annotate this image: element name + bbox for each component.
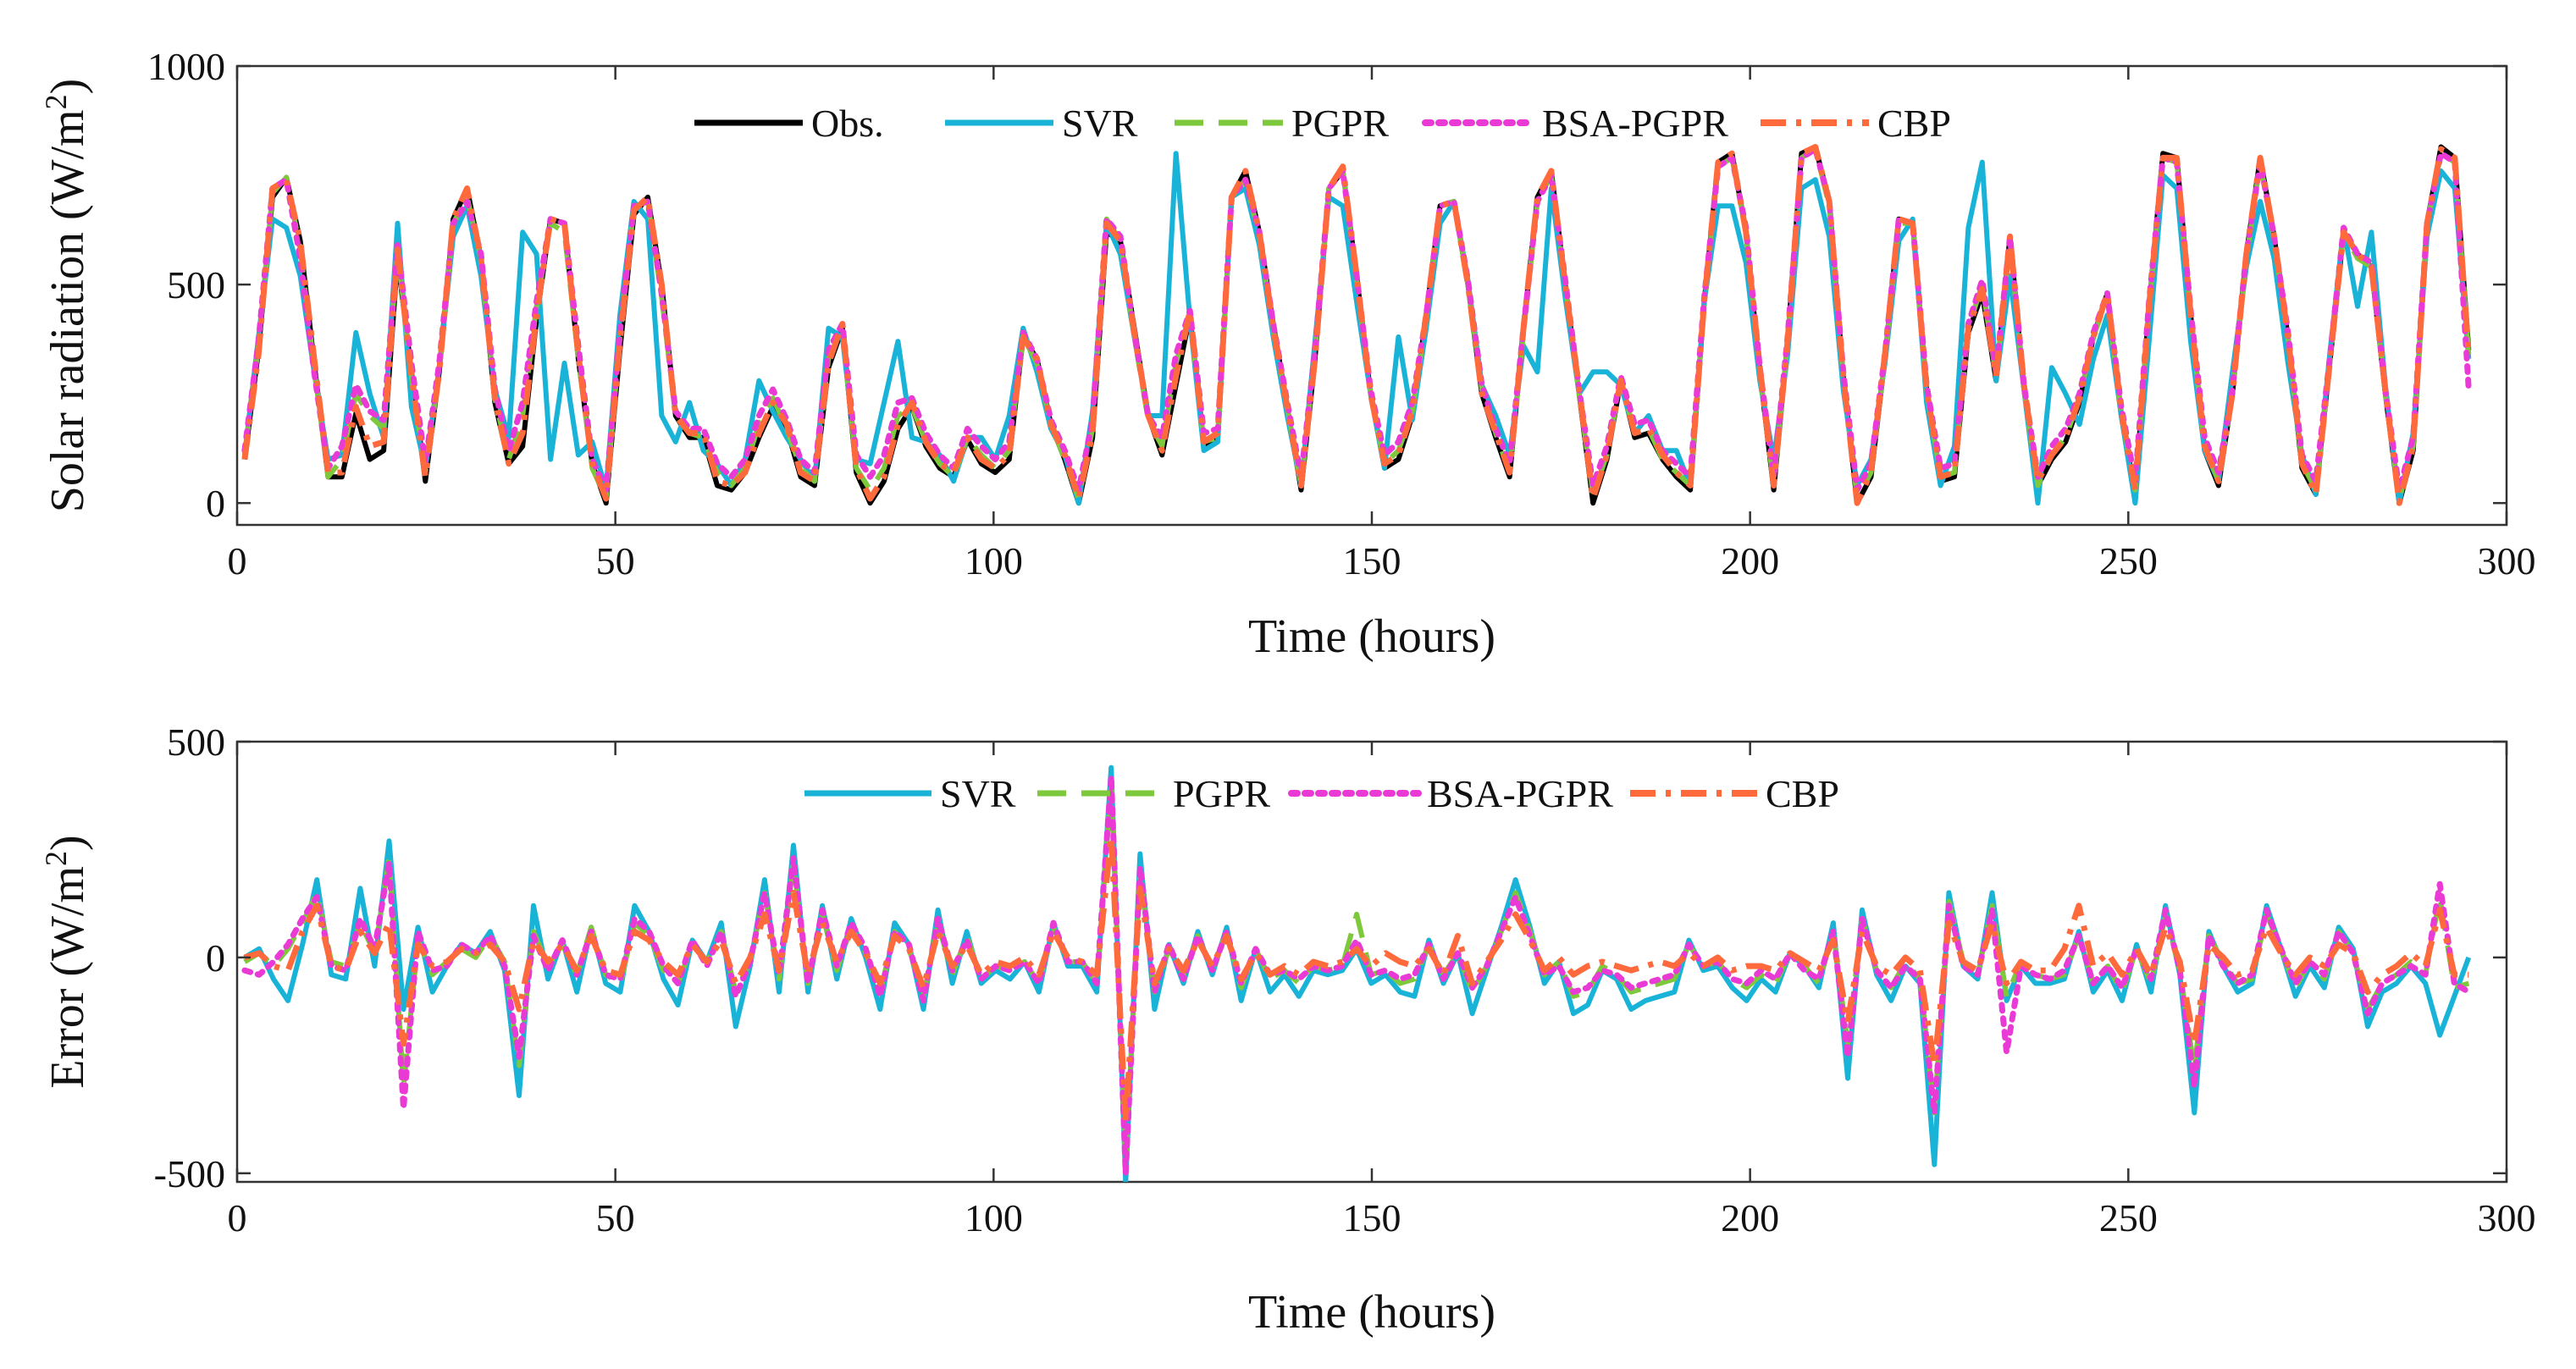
legend-label: SVR (1062, 102, 1138, 145)
legend-label: BSA-PGPR (1542, 102, 1728, 145)
x-axis-label: Time (hours) (1248, 1286, 1495, 1339)
series-line-cbp (243, 833, 2469, 1125)
x-axis-label: Time (hours) (1248, 610, 1495, 663)
legend-label: SVR (940, 772, 1016, 815)
legend-label: PGPR (1173, 772, 1270, 815)
x-tick-label: 150 (1343, 1196, 1401, 1239)
legend: SVR PGPR BSA-PGPR CBP (804, 772, 1839, 815)
y-tick-label: 500 (167, 263, 225, 306)
axis-ticks: 0 50 100 150 200 250 300 0 500 1000 (147, 45, 2536, 582)
x-tick-label: 100 (965, 539, 1023, 582)
series-lines (241, 765, 2472, 1182)
series-line-bsa-pgpr (241, 773, 2472, 1177)
x-tick-label: 50 (596, 1196, 635, 1239)
y-axis-label: Solar radiation (W/m2) (39, 79, 94, 513)
x-tick-label: 250 (2099, 1196, 2158, 1239)
series-line-pgpr (243, 782, 2470, 1168)
y-tick-label: 0 (206, 482, 225, 525)
x-tick-label: 0 (228, 539, 247, 582)
legend-label: Obs. (811, 102, 884, 145)
x-tick-label: 100 (965, 1196, 1023, 1239)
series-lines (241, 144, 2472, 506)
legend-label: BSA-PGPR (1427, 772, 1613, 815)
x-tick-label: 200 (1721, 539, 1779, 582)
x-tick-label: 200 (1721, 1196, 1779, 1239)
legend-label: PGPR (1291, 102, 1389, 145)
legend-label: CBP (1766, 772, 1839, 815)
y-tick-label: 500 (167, 720, 225, 764)
x-tick-label: 300 (2478, 539, 2536, 582)
y-tick-label: 1000 (147, 45, 225, 88)
x-tick-label: 250 (2099, 539, 2158, 582)
y-tick-label: -500 (154, 1152, 225, 1195)
y-tick-label: 0 (206, 936, 225, 980)
x-tick-label: 0 (228, 1196, 247, 1239)
y-axis-label: Error (W/m2) (39, 835, 94, 1088)
x-tick-label: 150 (1343, 539, 1401, 582)
legend-label: CBP (1877, 102, 1951, 145)
legend: Obs. SVR PGPR BSA-PGPR CBP (694, 102, 1951, 145)
x-tick-label: 50 (596, 539, 635, 582)
x-tick-label: 300 (2478, 1196, 2536, 1239)
solar-radiation-panel: 0 50 100 150 200 250 300 0 500 1000 Obs. SVR PGPR BS… (39, 45, 2536, 663)
